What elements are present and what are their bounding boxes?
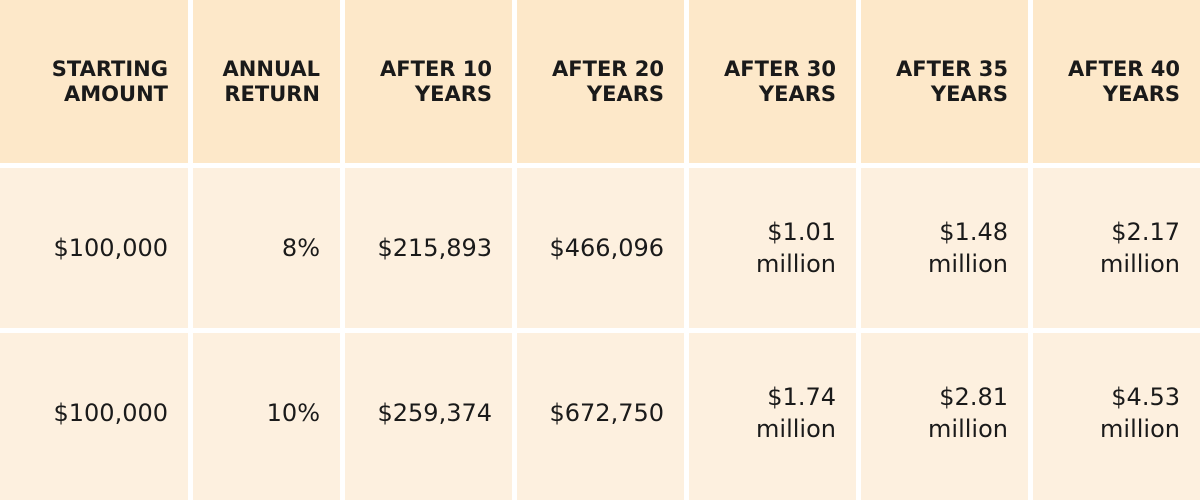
cell-line: million bbox=[756, 415, 836, 443]
cell-line: million bbox=[756, 250, 836, 278]
data-cell: 8% bbox=[193, 168, 340, 328]
cell-line: YEARS bbox=[586, 81, 664, 106]
cell-line: 8% bbox=[281, 234, 320, 262]
cell-line: 10% bbox=[266, 399, 320, 427]
cell-line: million bbox=[1100, 250, 1180, 278]
cell-line: million bbox=[1100, 415, 1180, 443]
cell-line: $4.53 bbox=[1111, 383, 1180, 411]
header-cell: AFTER 35 YEARS bbox=[861, 0, 1028, 163]
data-cell: $4.53 million bbox=[1033, 333, 1200, 500]
cell-line: $466,096 bbox=[549, 234, 664, 262]
data-cell: $2.17 million bbox=[1033, 168, 1200, 328]
cell-line: $100,000 bbox=[53, 399, 168, 427]
cell-line: YEARS bbox=[758, 81, 836, 106]
data-cell: $100,000 bbox=[0, 333, 188, 500]
data-cell: $1.48 million bbox=[861, 168, 1028, 328]
header-cell: STARTING AMOUNT bbox=[0, 0, 188, 163]
cell-line: $215,893 bbox=[377, 234, 492, 262]
header-cell: ANNUAL RETURN bbox=[193, 0, 340, 163]
cell-line: $1.48 bbox=[939, 218, 1008, 246]
cell-line: AFTER 35 bbox=[896, 56, 1008, 81]
cell-line: AFTER 40 bbox=[1068, 56, 1180, 81]
cell-line: AFTER 10 bbox=[380, 56, 492, 81]
cell-line: $1.01 bbox=[767, 218, 836, 246]
cell-line: $2.81 bbox=[939, 383, 1008, 411]
cell-line: $100,000 bbox=[53, 234, 168, 262]
cell-line: million bbox=[928, 415, 1008, 443]
cell-line: YEARS bbox=[414, 81, 492, 106]
cell-line: ANNUAL bbox=[222, 56, 320, 81]
data-cell: $1.74 million bbox=[689, 333, 856, 500]
cell-line: AFTER 20 bbox=[552, 56, 664, 81]
cell-line: YEARS bbox=[930, 81, 1008, 106]
header-cell: AFTER 40 YEARS bbox=[1033, 0, 1200, 163]
cell-line: RETURN bbox=[224, 81, 320, 106]
header-cell: AFTER 30 YEARS bbox=[689, 0, 856, 163]
data-cell: $259,374 bbox=[345, 333, 512, 500]
data-cell: $100,000 bbox=[0, 168, 188, 328]
cell-line: YEARS bbox=[1102, 81, 1180, 106]
data-cell: $2.81 million bbox=[861, 333, 1028, 500]
data-cell: 10% bbox=[193, 333, 340, 500]
data-cell: $1.01 million bbox=[689, 168, 856, 328]
cell-line: $259,374 bbox=[377, 399, 492, 427]
cell-line: AFTER 30 bbox=[724, 56, 836, 81]
data-cell: $672,750 bbox=[517, 333, 684, 500]
header-cell: AFTER 10 YEARS bbox=[345, 0, 512, 163]
cell-line: $1.74 bbox=[767, 383, 836, 411]
data-cell: $215,893 bbox=[345, 168, 512, 328]
header-cell: AFTER 20 YEARS bbox=[517, 0, 684, 163]
cell-line: $672,750 bbox=[549, 399, 664, 427]
cell-line: $2.17 bbox=[1111, 218, 1180, 246]
cell-line: AMOUNT bbox=[64, 81, 168, 106]
cell-line: million bbox=[928, 250, 1008, 278]
cell-line: STARTING bbox=[51, 56, 168, 81]
data-cell: $466,096 bbox=[517, 168, 684, 328]
